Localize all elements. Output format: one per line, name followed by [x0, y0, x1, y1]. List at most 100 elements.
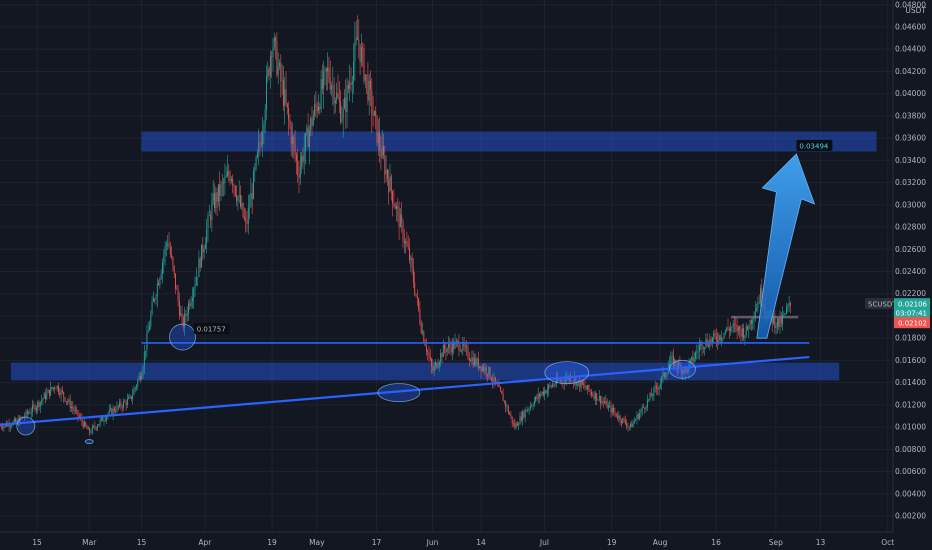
- candle-body: [97, 426, 98, 429]
- candle-body: [111, 408, 113, 415]
- candle-body: [505, 401, 507, 407]
- candle-body: [240, 194, 241, 207]
- x-tick-label-5: May: [309, 538, 325, 547]
- candle-body: [302, 155, 304, 162]
- candle-body: [90, 432, 92, 434]
- level-label-bg: [193, 322, 230, 334]
- candle-body: [229, 176, 231, 182]
- candle-body: [717, 340, 719, 343]
- drawings-layer: [0, 153, 816, 444]
- y-tick-label-16: 0.03400: [895, 156, 926, 165]
- candle-body: [711, 337, 713, 342]
- candle-body: [47, 389, 49, 393]
- x-tick-label-6: 17: [372, 538, 382, 547]
- candle-body: [628, 426, 630, 427]
- candle-body: [493, 377, 495, 382]
- candle-body: [429, 356, 431, 360]
- candle-body: [0, 425, 2, 428]
- candle-body: [185, 313, 187, 316]
- candle-body: [619, 415, 621, 421]
- candle-body: [734, 323, 735, 325]
- candle-body: [571, 381, 573, 382]
- candle-body: [507, 406, 509, 414]
- candle-body: [563, 382, 565, 384]
- candle-body: [698, 345, 700, 352]
- candle-body: [539, 393, 540, 397]
- candle-body: [604, 402, 605, 404]
- x-tick-label-8: 14: [476, 538, 486, 547]
- candle-body: [446, 348, 448, 353]
- candle-body: [626, 423, 628, 427]
- candle-body: [503, 401, 505, 402]
- candle-body: [211, 201, 213, 221]
- candle-body: [411, 257, 413, 268]
- candle-body: [532, 405, 534, 407]
- candle-body: [260, 144, 262, 145]
- candle-body: [386, 169, 388, 179]
- candle-body: [412, 267, 414, 283]
- candle-body: [477, 358, 479, 368]
- candle-body: [167, 243, 169, 245]
- candle-body: [195, 277, 197, 285]
- symbol-tag: SCUSDT: [868, 301, 897, 309]
- candle-body: [25, 411, 27, 417]
- candle-body: [342, 108, 344, 120]
- touch-circle-2: [377, 383, 421, 403]
- candle-body: [381, 146, 383, 158]
- candle-body: [238, 194, 240, 197]
- candle-body: [574, 377, 576, 382]
- candle-body: [219, 184, 221, 196]
- candle-body: [514, 423, 516, 428]
- candle-body: [164, 246, 166, 256]
- candle-body: [752, 320, 754, 324]
- candle-body: [516, 423, 518, 426]
- candle-body: [359, 43, 361, 63]
- candle-body: [649, 393, 651, 400]
- candle-body: [506, 406, 508, 408]
- candle-body: [295, 155, 297, 161]
- candle-body: [247, 207, 249, 224]
- candle-body: [19, 417, 20, 425]
- candle-body: [145, 350, 147, 353]
- candle-body: [223, 182, 225, 184]
- y-tick-label-12: 0.02600: [895, 245, 926, 254]
- candle-body: [462, 342, 464, 351]
- candle-body: [133, 389, 135, 395]
- candle-body: [578, 379, 579, 382]
- candle-body: [123, 401, 124, 408]
- candle-body: [488, 367, 490, 376]
- candle-body: [228, 171, 230, 177]
- candle-body: [650, 393, 652, 397]
- candle-body: [410, 257, 412, 261]
- candle-body: [775, 326, 777, 328]
- candle-body: [743, 328, 745, 339]
- candle-body: [138, 375, 140, 380]
- candle-body: [656, 386, 657, 389]
- candle-body: [475, 358, 477, 365]
- time-axis[interactable]: 15 Mar 15 Apr 19 May 17 Jun 14 Jul 19 Aug 16 Sep 13 Oct: [0, 531, 894, 547]
- candle-body: [321, 79, 323, 89]
- candle-body: [454, 341, 456, 349]
- candle-body: [641, 406, 643, 411]
- candle-body: [731, 326, 733, 328]
- price-axis[interactable]: USDT 0.00200 0.00400 0.00600 0.00800 0.01000…: [892, 0, 932, 532]
- candle-body: [562, 380, 564, 383]
- candle-body: [713, 332, 715, 338]
- candle-body: [156, 283, 158, 297]
- candle-body: [433, 366, 435, 372]
- candle-body: [511, 416, 513, 423]
- candle-body: [221, 182, 223, 184]
- candle-body: [445, 349, 447, 353]
- candle-body: [312, 115, 314, 126]
- candle-body: [152, 298, 154, 302]
- candle-body: [115, 411, 117, 412]
- candle-body: [414, 282, 416, 294]
- candle-body: [263, 124, 265, 133]
- candle-body: [500, 387, 501, 391]
- candle-body: [678, 362, 680, 369]
- candle-body: [337, 92, 339, 98]
- candle-body: [134, 387, 136, 390]
- candle-body: [719, 335, 721, 340]
- candle-body: [331, 86, 332, 90]
